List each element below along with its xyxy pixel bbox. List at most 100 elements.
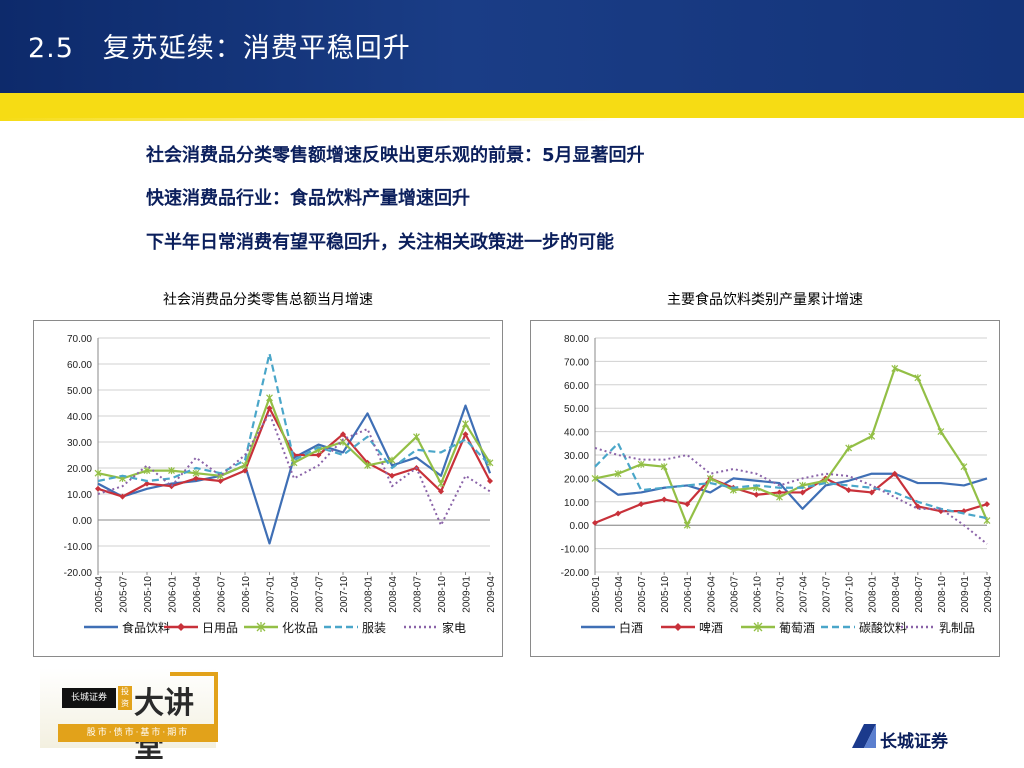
data-point <box>637 460 645 468</box>
y-tick-label: 20.00 <box>67 464 92 475</box>
lecture-logo: 长城证券 投资 大讲堂 股市·债市·基市·期市 <box>40 668 218 765</box>
x-tick-label: 2005-07 <box>637 576 648 613</box>
data-point <box>615 510 622 517</box>
x-tick-label: 2007-01 <box>266 576 277 613</box>
x-tick-label: 2005-07 <box>119 576 130 613</box>
x-tick-label: 2006-07 <box>729 576 740 613</box>
data-point <box>937 428 945 436</box>
y-tick-label: 40.00 <box>67 412 92 423</box>
data-point <box>960 508 967 515</box>
x-tick-label: 2005-01 <box>591 576 602 613</box>
data-point <box>891 364 899 372</box>
data-point <box>388 456 396 464</box>
series-line-2 <box>594 472 988 524</box>
bullet-2: 快速消费品行业：食品饮料产量增速回升 <box>146 188 470 209</box>
data-point <box>868 432 876 440</box>
data-point <box>868 489 875 496</box>
y-tick-label: 20.00 <box>564 474 589 485</box>
data-point <box>340 431 346 438</box>
x-tick-label: 2008-04 <box>388 576 399 613</box>
data-point <box>487 478 493 484</box>
data-point <box>192 469 200 477</box>
data-point <box>845 444 853 452</box>
data-point <box>389 472 395 479</box>
x-tick-label: 2008-07 <box>914 576 925 613</box>
y-tick-label: -20.00 <box>64 568 93 579</box>
y-tick-label: 10.00 <box>564 498 589 509</box>
y-tick-label: 60.00 <box>564 381 589 392</box>
bullet-1: 社会消费品分类零售额增速反映出更乐观的前景：5月显著回升 <box>146 145 645 166</box>
x-tick-label: 2007-04 <box>290 576 301 613</box>
y-tick-label: 40.00 <box>564 428 589 439</box>
data-point <box>242 467 248 474</box>
brand-icon <box>852 724 876 748</box>
x-tick-label: 2007-10 <box>845 576 856 613</box>
data-point <box>706 474 714 482</box>
data-point <box>119 493 126 500</box>
data-point <box>660 463 668 471</box>
data-point <box>438 488 444 495</box>
data-point <box>753 491 760 498</box>
y-tick-label: 30.00 <box>564 451 589 462</box>
x-tick-label: 2008-01 <box>868 576 879 613</box>
data-point <box>364 461 371 469</box>
x-tick-label: 2005-04 <box>614 576 625 613</box>
data-point <box>315 452 322 458</box>
x-tick-label: 2008-04 <box>891 576 902 613</box>
legend-label: 葡萄酒 <box>779 621 815 635</box>
data-point <box>984 501 990 508</box>
x-tick-label: 2006-01 <box>168 576 179 613</box>
slide-header: 2.5 复苏延续：消费平稳回升 <box>0 0 1024 93</box>
x-tick-label: 2005-10 <box>660 576 671 613</box>
x-tick-label: 2009-04 <box>486 576 497 613</box>
data-point <box>462 431 469 438</box>
x-tick-label: 2006-07 <box>217 576 228 613</box>
data-point <box>776 493 783 501</box>
y-tick-label: 70.00 <box>564 357 589 368</box>
data-point <box>241 461 249 469</box>
x-tick-label: 2007-04 <box>799 576 810 613</box>
data-point <box>684 501 691 508</box>
legend-label: 日用品 <box>202 621 238 635</box>
section-number: 2.5 <box>28 33 74 64</box>
y-tick-label: 30.00 <box>67 438 92 449</box>
data-point <box>462 420 469 428</box>
data-point <box>845 487 852 494</box>
data-point <box>266 405 273 412</box>
x-tick-label: 2008-10 <box>937 576 948 613</box>
data-point <box>776 489 783 496</box>
series-line-3 <box>97 396 491 485</box>
legend-label: 乳制品 <box>939 621 975 635</box>
series-line-4 <box>97 352 491 483</box>
x-tick-label: 2008-01 <box>364 576 375 613</box>
logo-mark: 长城证券 <box>62 688 116 708</box>
y-tick-label: 70.00 <box>67 334 92 345</box>
x-tick-label: 2006-10 <box>752 576 763 613</box>
x-tick-label: 2008-07 <box>413 576 424 613</box>
brand-name: 长城证券 <box>880 732 948 752</box>
right-chart-svg: 80.00 70.00 60.00 50.00 40.00 30.00 20.00 10.00… <box>561 334 994 635</box>
data-point <box>799 489 806 496</box>
data-point <box>437 480 445 488</box>
legend-label: 化妆品 <box>282 621 318 635</box>
x-tick-label: 2009-01 <box>960 576 971 613</box>
legend-label: 碳酸饮料 <box>859 620 907 635</box>
x-tick-label: 2006-04 <box>706 576 717 613</box>
x-tick-label: 2007-10 <box>339 576 350 613</box>
slide-title: 2.5 复苏延续：消费平稳回升 <box>28 26 411 65</box>
legend-marker <box>256 622 266 632</box>
bullet-3: 下半年日常消费有望平稳回升，关注相关政策进一步的可能 <box>146 232 614 253</box>
data-point <box>914 374 922 382</box>
data-point <box>217 478 224 484</box>
series-line-5 <box>594 447 988 545</box>
data-point <box>683 521 691 529</box>
y-tick-label: -10.00 <box>64 542 93 553</box>
left-chart-svg: 70.00 60.00 50.00 40.00 30.00 20.00 10.00 0.00 -… <box>64 334 497 635</box>
data-point <box>661 496 668 503</box>
data-point <box>193 475 199 482</box>
header-yellow-band <box>0 93 1024 118</box>
x-tick-label: 2005-04 <box>94 576 105 613</box>
y-tick-label: 80.00 <box>564 334 589 345</box>
y-tick-label: 0.00 <box>570 521 590 532</box>
legend-marker <box>674 623 682 631</box>
